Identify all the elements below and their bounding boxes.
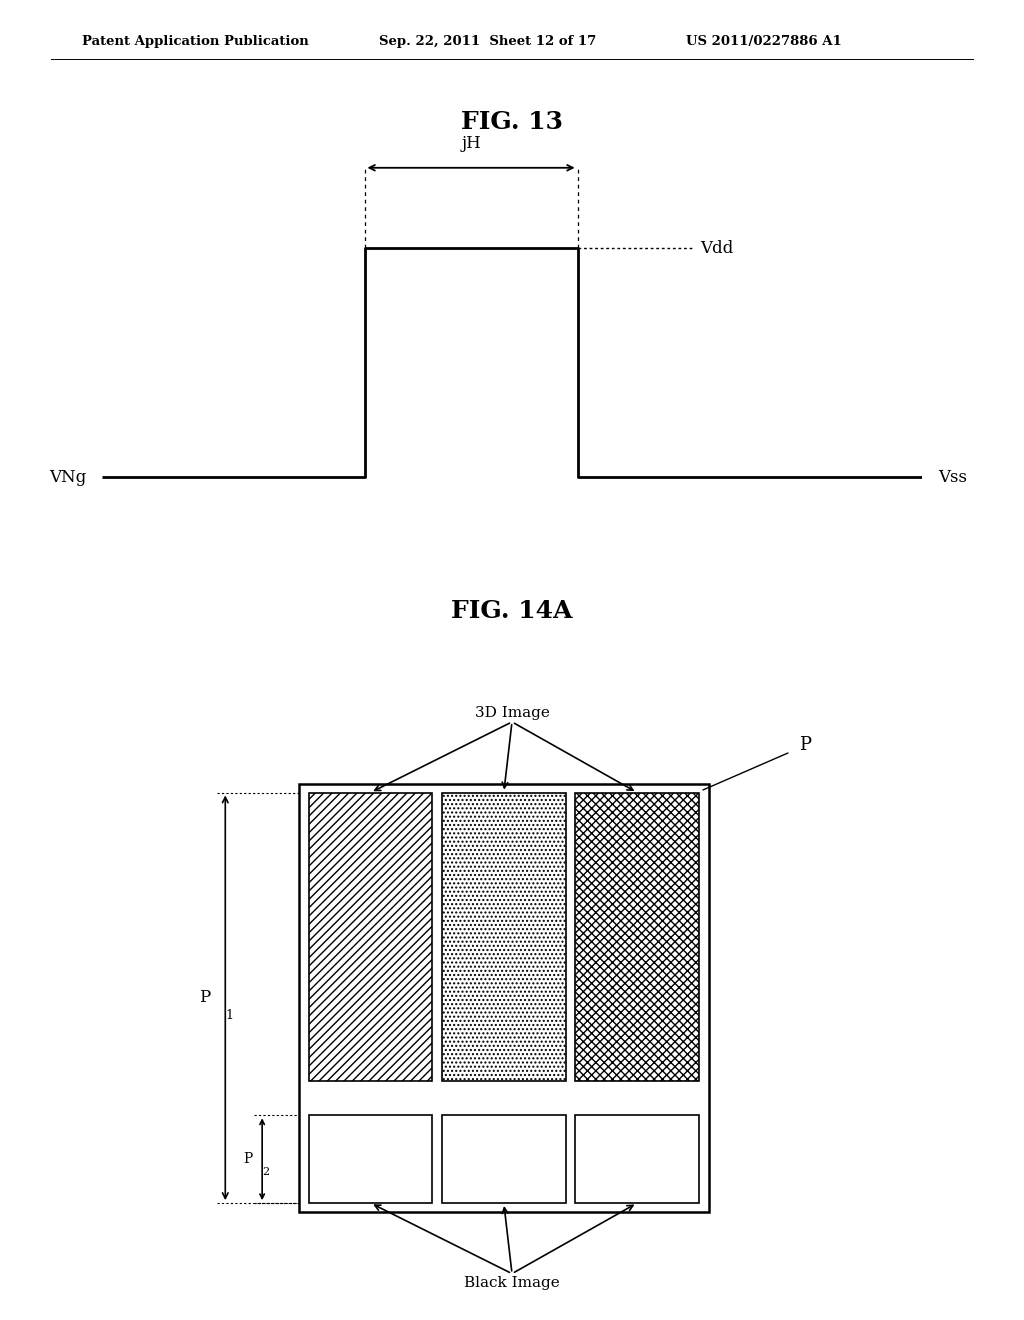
Bar (575, 792, 698, 1081)
Text: 3D Image: 3D Image (474, 706, 550, 719)
Text: 1: 1 (225, 1008, 233, 1022)
Text: P: P (799, 735, 811, 754)
Text: jH: jH (461, 135, 481, 152)
Text: Vdd: Vdd (700, 239, 733, 256)
Text: P: P (200, 989, 211, 1006)
Text: FIG. 14A: FIG. 14A (452, 599, 572, 623)
Text: Patent Application Publication: Patent Application Publication (82, 34, 308, 48)
Text: Vss: Vss (938, 469, 967, 486)
Text: Black Image: Black Image (464, 1275, 560, 1290)
Bar (299, 784, 709, 1212)
Text: US 2011/0227886 A1: US 2011/0227886 A1 (686, 34, 842, 48)
Bar (575, 1115, 698, 1203)
Text: 2: 2 (262, 1167, 269, 1177)
Bar (309, 1115, 432, 1203)
Text: P: P (243, 1152, 252, 1167)
Bar (309, 792, 432, 1081)
Text: FIG. 13: FIG. 13 (461, 111, 563, 135)
Text: Sep. 22, 2011  Sheet 12 of 17: Sep. 22, 2011 Sheet 12 of 17 (379, 34, 596, 48)
Text: VNg: VNg (49, 469, 86, 486)
Bar (442, 1115, 565, 1203)
Bar (442, 792, 565, 1081)
